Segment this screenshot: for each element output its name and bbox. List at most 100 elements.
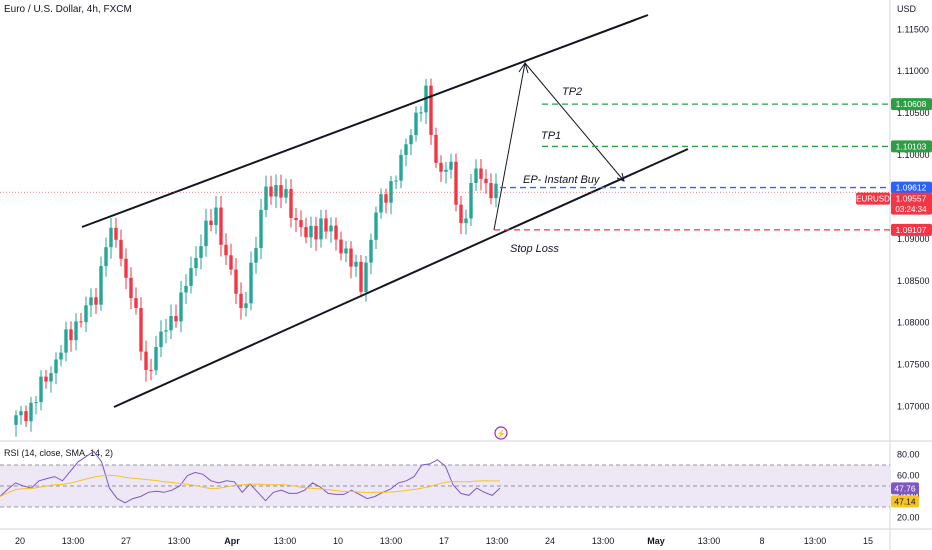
sl-price-label: 1.09107 [896, 225, 927, 235]
candle [429, 85, 433, 135]
arrow-to-tp2 [493, 62, 526, 231]
candle [339, 239, 343, 254]
candle [234, 269, 238, 294]
candle [214, 207, 218, 226]
y-tick-label: 1.07000 [897, 401, 930, 411]
candle [409, 135, 413, 145]
candle [174, 315, 178, 322]
candle [444, 169, 448, 172]
x-tick-label: 15 [863, 536, 873, 546]
last-price-label: 1.09557 [896, 194, 927, 204]
candle [34, 402, 38, 404]
candle [204, 220, 208, 247]
ticker-label-bg [856, 192, 890, 205]
candle [84, 305, 88, 323]
x-tick-label: 20 [15, 536, 25, 546]
candle [79, 321, 83, 323]
candle [194, 257, 198, 269]
tp2-price-label-bg [891, 98, 932, 111]
x-tick-label: 27 [121, 536, 131, 546]
candle [489, 183, 493, 199]
candle [329, 225, 333, 232]
tp2-price-label: 1.10608 [896, 99, 927, 109]
rsi-value-label: 47.76 [894, 483, 916, 493]
rsi-y-tick-label: 20.00 [897, 513, 920, 523]
candle [229, 255, 233, 270]
candle [124, 258, 128, 278]
y-tick-label: 1.08500 [897, 276, 930, 286]
candle [354, 261, 358, 267]
candle [24, 411, 28, 422]
candle [394, 180, 398, 182]
candle [49, 373, 53, 382]
x-tick-label: 13:00 [698, 536, 721, 546]
ep-price-label: 1.09612 [896, 183, 927, 193]
candle [39, 376, 43, 403]
candle [494, 183, 498, 199]
candle [59, 352, 63, 360]
bar-countdown: 03:24:34 [895, 205, 927, 214]
x-tick-label: 17 [439, 536, 449, 546]
rsi-value-label-bg [891, 482, 919, 495]
candle [389, 181, 393, 203]
candle [384, 194, 388, 203]
candle [274, 184, 278, 197]
candle [249, 262, 253, 304]
y-tick-label: 1.07500 [897, 360, 930, 370]
candle [279, 184, 283, 198]
candle [464, 218, 468, 224]
candle [239, 293, 243, 309]
arrow-to-target [524, 62, 625, 182]
candle [289, 189, 293, 218]
rsi-indicator-label: RSI (14, close, SMA, 14, 2) [4, 448, 114, 458]
x-tick-label: 8 [759, 536, 764, 546]
candle [404, 144, 408, 155]
candle [89, 297, 93, 306]
candle [154, 347, 158, 371]
candle [369, 239, 373, 263]
candle [294, 217, 298, 221]
candle [184, 285, 188, 293]
candle [164, 330, 168, 332]
rsi-y-tick-label: 80.00 [897, 450, 920, 460]
candle [134, 298, 138, 309]
candle [484, 178, 488, 184]
candle [29, 402, 33, 422]
candle [109, 227, 113, 248]
x-tick-label: May [647, 536, 665, 546]
y-tick-label: 1.08000 [897, 318, 930, 328]
candle [364, 262, 368, 292]
candle [344, 248, 348, 254]
y-tick-label: 1.09000 [897, 234, 930, 244]
candle [139, 308, 143, 352]
x-tick-label: 13:00 [380, 536, 403, 546]
x-tick-label: 13:00 [274, 536, 297, 546]
candle [434, 134, 438, 163]
rsi-sma-label-bg [891, 495, 919, 508]
candle [449, 161, 453, 170]
rsi-sma-label: 47.14 [894, 496, 916, 506]
candle [269, 186, 273, 197]
y-tick-label: 1.10000 [897, 150, 930, 160]
lightning-icon [494, 426, 508, 440]
x-tick-label: 24 [545, 536, 555, 546]
y-tick-label: 1.11500 [897, 24, 929, 34]
candle [334, 225, 338, 240]
arrow-head-down [616, 172, 625, 182]
candle [219, 207, 223, 245]
ticker-label: EURUSD [856, 195, 890, 204]
candle [104, 247, 108, 267]
tp1-price-label: 1.10103 [896, 141, 927, 151]
candle [259, 209, 263, 249]
candle [199, 246, 203, 258]
candle [254, 248, 258, 263]
candle [179, 292, 183, 322]
tp1-price-label-bg [891, 140, 932, 153]
candle [54, 359, 58, 374]
x-tick-label: 10 [333, 536, 343, 546]
candle [299, 220, 303, 228]
ep-annotation: EP- Instant Buy [523, 174, 601, 186]
candle [69, 329, 73, 341]
candle [264, 186, 268, 210]
